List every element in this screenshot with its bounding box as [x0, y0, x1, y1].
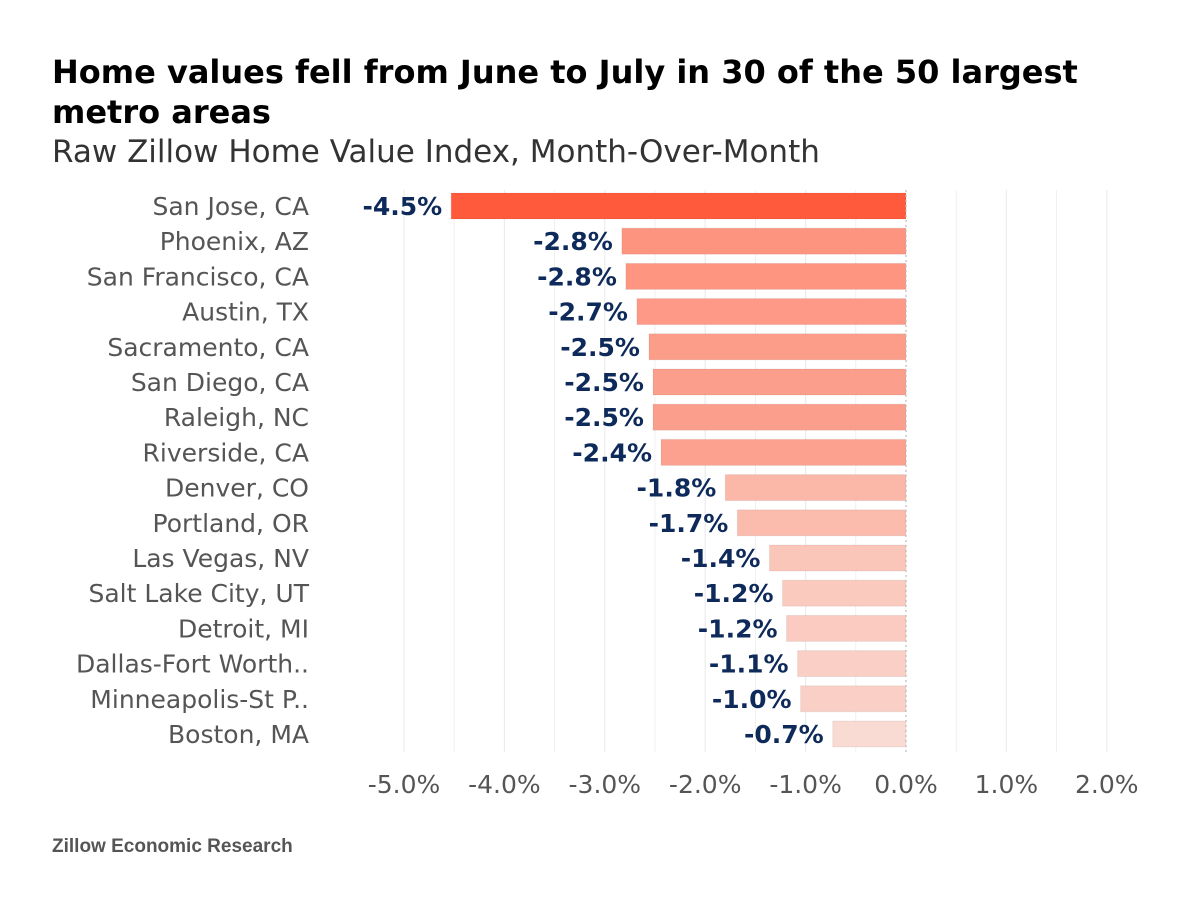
category-label: Boston, MA: [168, 720, 309, 749]
chart-title: Home values fell from June to July in 30…: [52, 53, 1078, 131]
category-label: Sacramento, CA: [107, 333, 309, 362]
value-label: -2.7%: [548, 298, 628, 327]
value-label: -2.5%: [564, 403, 644, 432]
category-labels: San Jose, CA Phoenix, AZ San Francisco, CA…: [76, 192, 310, 749]
category-label: Portland, OR: [153, 509, 309, 538]
value-label: -1.2%: [694, 579, 774, 608]
x-tick-label: 0.0%: [874, 770, 938, 799]
bar-10: [768, 544, 907, 572]
value-label: -2.5%: [564, 368, 644, 397]
value-label: -2.8%: [537, 262, 617, 291]
category-label: San Diego, CA: [131, 368, 309, 397]
x-tick-label: -1.0%: [769, 770, 842, 799]
x-tick-label: -5.0%: [368, 770, 441, 799]
value-label: -2.5%: [560, 333, 640, 362]
bar-13: [797, 650, 907, 678]
category-label: Salt Lake City, UT: [88, 579, 309, 608]
bar-3: [636, 298, 907, 326]
chart-subtitle: Raw Zillow Home Value Index, Month-Over-…: [52, 134, 820, 170]
value-label: -1.0%: [712, 685, 792, 714]
value-label: -1.4%: [681, 544, 761, 573]
category-label: Minneapolis-St P..: [90, 685, 309, 714]
x-axis-ticks: -5.0% -4.0% -3.0% -2.0% -1.0% 0.0% 1.0% 2.0%: [368, 770, 1139, 799]
bar-9: [736, 509, 907, 537]
bars: [450, 192, 907, 748]
bar-8: [724, 474, 907, 502]
grid-lines: [403, 190, 1108, 752]
bar-11: [782, 579, 907, 607]
category-label: Riverside, CA: [143, 438, 309, 467]
bar-14: [800, 685, 907, 713]
value-label: -2.4%: [572, 438, 652, 467]
bar-7: [660, 438, 907, 466]
bar-0: [450, 192, 907, 220]
x-tick-label: -3.0%: [569, 770, 642, 799]
x-tick-label: 1.0%: [975, 770, 1039, 799]
x-tick-label: -4.0%: [468, 770, 541, 799]
category-label: San Jose, CA: [152, 192, 309, 221]
category-label: Austin, TX: [182, 298, 309, 327]
value-label: -1.1%: [709, 650, 789, 679]
bar-1: [621, 227, 907, 255]
value-label: -2.8%: [533, 227, 613, 256]
category-label: Las Vegas, NV: [132, 544, 309, 573]
bar-5: [652, 368, 907, 396]
category-label: Raleigh, NC: [164, 403, 309, 432]
value-label: -0.7%: [744, 720, 824, 749]
bar-15: [832, 720, 907, 748]
x-tick-label: 2.0%: [1075, 770, 1139, 799]
category-label: San Francisco, CA: [87, 262, 309, 291]
bar-4: [648, 333, 907, 361]
category-label: Detroit, MI: [178, 614, 309, 643]
value-label: -1.7%: [649, 509, 729, 538]
value-label: -1.2%: [698, 614, 778, 643]
value-label: -4.5%: [362, 192, 442, 221]
category-label: Dallas-Fort Worth..: [76, 650, 309, 679]
bar-2: [625, 262, 907, 290]
bar-12: [786, 614, 907, 642]
bar-6: [652, 403, 907, 431]
category-label: Denver, CO: [165, 474, 309, 503]
source-credit: Zillow Economic Research: [52, 836, 293, 857]
value-label: -1.8%: [637, 474, 717, 503]
x-tick-label: -2.0%: [669, 770, 742, 799]
category-label: Phoenix, AZ: [160, 227, 309, 256]
value-labels: -4.5% -2.8% -2.8% -2.7% -2.5% -2.5% -2.5% -2.4%…: [362, 192, 823, 749]
